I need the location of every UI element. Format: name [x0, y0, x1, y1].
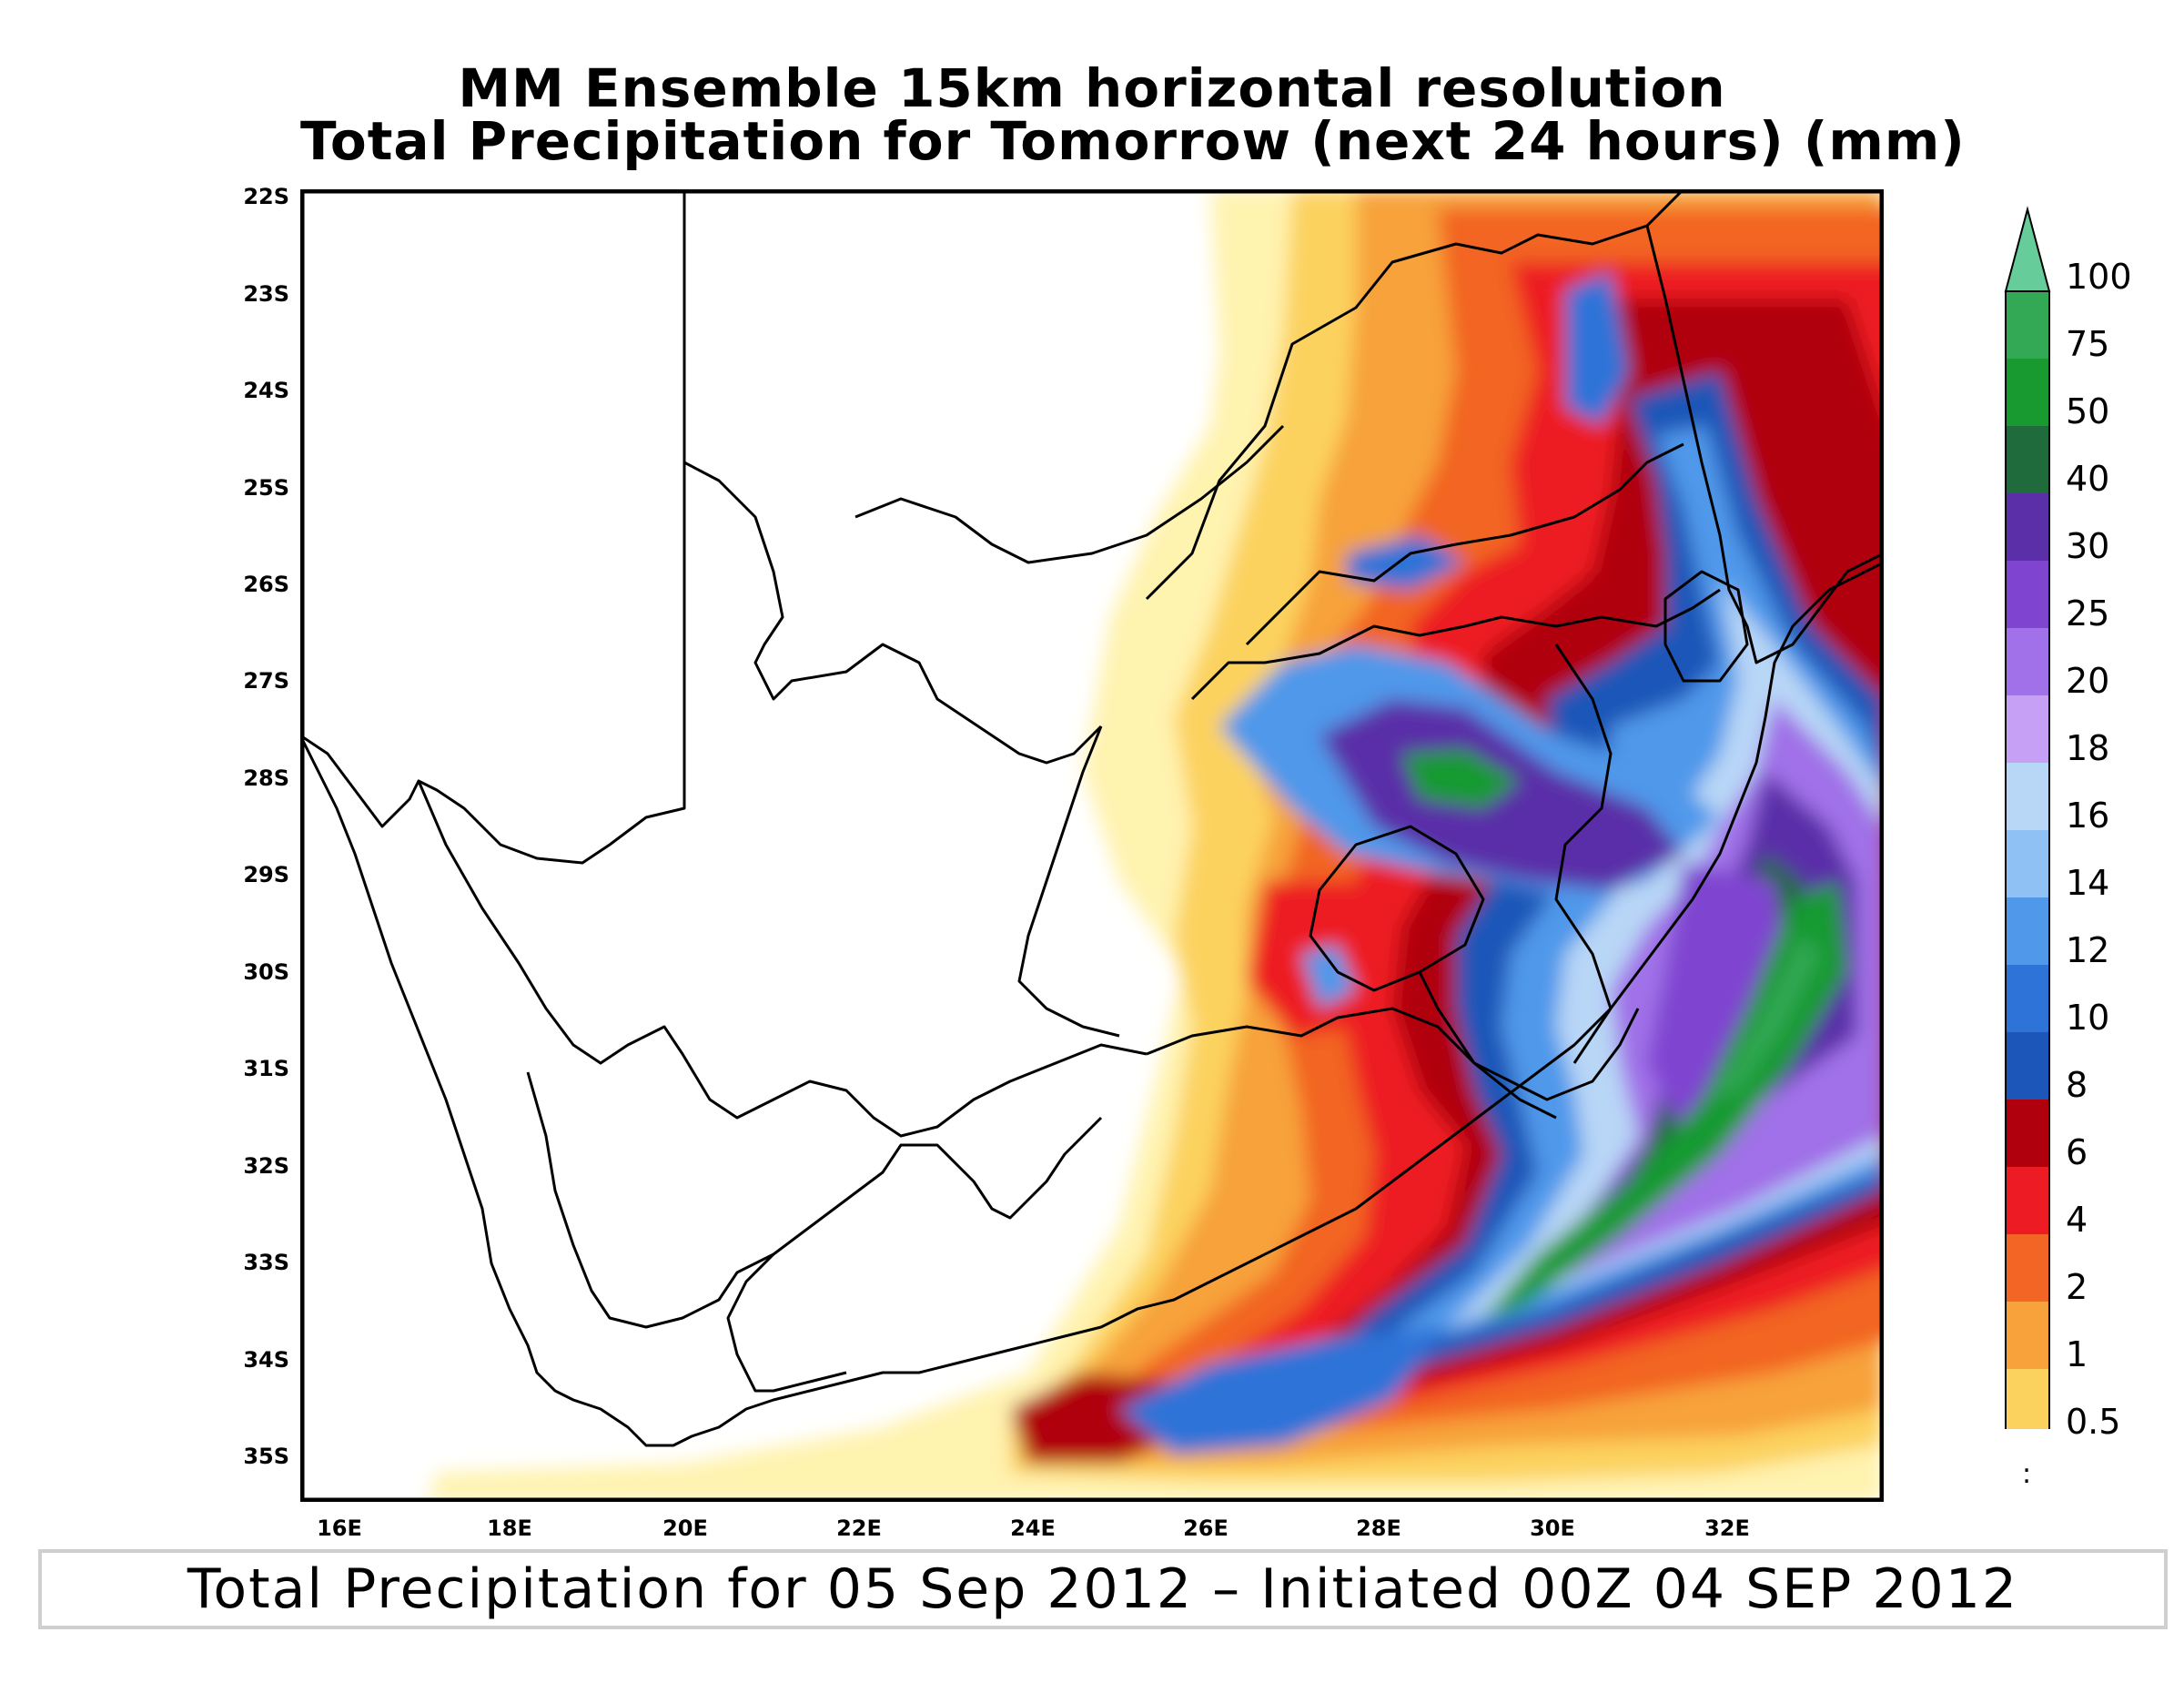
band-inland-blue-2 — [1301, 945, 1356, 1009]
lat-label: 34S — [243, 1347, 289, 1373]
band-green-strip-2 — [1711, 936, 1820, 1100]
lon-label: 16E — [317, 1516, 362, 1541]
lat-label: 29S — [243, 862, 289, 887]
lat-label: 33S — [243, 1250, 289, 1275]
colorbar-swatch — [2006, 628, 2049, 695]
colorbar-label: 20 — [2066, 661, 2110, 701]
lon-label: 20E — [662, 1516, 708, 1541]
colorbar-label: 75 — [2066, 324, 2110, 364]
boundaries — [300, 189, 1884, 1447]
colorbar-label: 2 — [2066, 1267, 2088, 1307]
free-state-west — [1017, 725, 1120, 1038]
precipitation-map — [300, 189, 1884, 1502]
footer-caption: Total Precipitation for 05 Sep 2012 – In… — [38, 1549, 2168, 1629]
lat-label: 23S — [243, 281, 289, 307]
botswana-border — [683, 461, 1103, 765]
lat-label: 24S — [243, 378, 289, 403]
band-south-blue — [1119, 1327, 1447, 1455]
kzn-border — [1554, 644, 1613, 1064]
northern-transvaal — [854, 424, 1285, 564]
coastline — [300, 561, 1884, 1447]
colorbar-swatch — [2006, 1302, 2049, 1369]
colorbar-label: 50 — [2066, 391, 2110, 431]
lat-label: 30S — [243, 959, 289, 985]
lon-label: 30E — [1530, 1516, 1575, 1541]
colorbar-swatch — [2006, 1032, 2049, 1100]
lat-label: 31S — [243, 1056, 289, 1081]
colorbar-swatch — [2006, 695, 2049, 763]
colorbar-label: 40 — [2066, 459, 2110, 499]
map-title-line1: MM Ensemble 15km horizontal resolution — [458, 57, 1726, 119]
mozambique-border — [1645, 225, 1884, 664]
zimbabwe-border — [1145, 189, 1685, 601]
lon-label: 22E — [836, 1516, 882, 1541]
lesotho-east — [1418, 971, 1476, 1064]
lat-label: 25S — [243, 475, 289, 501]
band-inland-green — [1401, 749, 1520, 808]
colorbar-swatch — [2006, 359, 2049, 426]
colorbar-label: 6 — [2066, 1132, 2088, 1172]
colorbar-swatch — [2006, 1234, 2049, 1302]
colorbar-label: 25 — [2066, 593, 2110, 634]
lon-label: 26E — [1183, 1516, 1228, 1541]
colorbar-label: 10 — [2066, 998, 2110, 1038]
colorbar-label: 0.5 — [2066, 1402, 2121, 1442]
colorbar — [2004, 206, 2051, 1429]
band-east-purple — [1647, 863, 1793, 1136]
northern-cape-interior — [417, 780, 1148, 1138]
colorbar-outline — [2005, 290, 2050, 1429]
free-state-north — [1190, 588, 1721, 701]
eastern-cape-north — [1146, 1007, 1557, 1120]
western-cape-north — [726, 1252, 847, 1393]
colorbar-swatch — [2006, 426, 2049, 493]
lon-label: 24E — [1010, 1516, 1056, 1541]
colorbar-swatch — [2006, 1167, 2049, 1234]
colorbar-label: 100 — [2066, 257, 2132, 297]
band-north-blue — [1565, 271, 1629, 426]
colorbar-swatch — [2006, 561, 2049, 628]
transkei — [1473, 1008, 1640, 1101]
colorbar-swatch — [2006, 493, 2049, 561]
namibia-botswana-border — [300, 189, 686, 865]
colorbar-swatch — [2006, 291, 2049, 359]
colorbar-label: 12 — [2066, 930, 2110, 970]
colorbar-overflow-triangle — [2004, 206, 2051, 292]
map-title-line2: Total Precipitation for Tomorrow (next 2… — [300, 110, 1966, 172]
lat-label: 32S — [243, 1153, 289, 1179]
lon-label: 32E — [1704, 1516, 1750, 1541]
lat-label: 28S — [243, 765, 289, 791]
gauteng-region — [1245, 442, 1684, 646]
colorbar-label: 14 — [2066, 863, 2110, 903]
lat-label: 22S — [243, 184, 289, 209]
colorbar-label: 4 — [2066, 1200, 2088, 1240]
colorbar-swatch — [2006, 763, 2049, 830]
lon-label: 28E — [1356, 1516, 1401, 1541]
band-green-strip — [1483, 881, 1847, 1318]
plot-frame — [300, 189, 1884, 1502]
lat-label: 27S — [243, 668, 289, 694]
colorbar-label: 1 — [2066, 1334, 2088, 1374]
lon-label: 18E — [487, 1516, 532, 1541]
lat-label: 35S — [243, 1444, 289, 1469]
colorbar-swatch — [2006, 1100, 2049, 1167]
stray-mark: : — [2022, 1458, 2032, 1490]
swaziland — [1663, 570, 1749, 683]
colorbar-swatch — [2006, 965, 2049, 1032]
colorbar-swatch — [2006, 1369, 2049, 1429]
colorbar-label: 16 — [2066, 796, 2110, 836]
western-cape-border — [526, 1071, 1103, 1329]
colorbar-swatch — [2006, 830, 2049, 897]
lat-label: 26S — [243, 572, 289, 597]
colorbar-swatch — [2006, 897, 2049, 965]
colorbar-label: 30 — [2066, 526, 2110, 566]
colorbar-label: 18 — [2066, 728, 2110, 768]
colorbar-label: 8 — [2066, 1065, 2088, 1105]
